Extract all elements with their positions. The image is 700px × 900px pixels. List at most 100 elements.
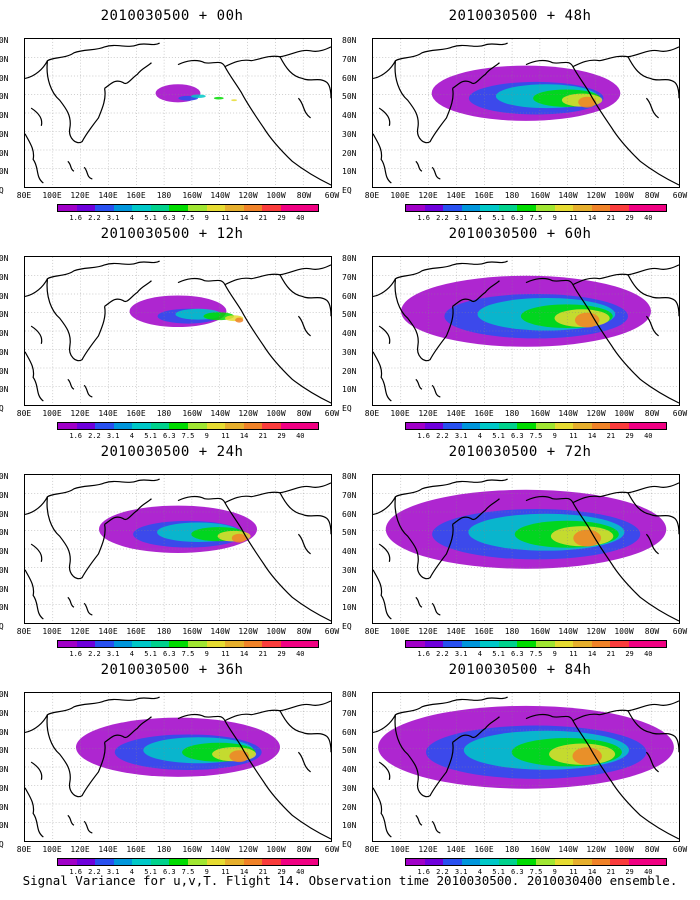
lat-label: 60N xyxy=(0,291,9,301)
colorbar-label: 14 xyxy=(587,650,597,658)
map-canvas xyxy=(25,693,331,841)
panel-title: 2010030500 + 12h xyxy=(100,226,244,242)
map-frame xyxy=(24,38,332,188)
lon-label: 160W xyxy=(182,627,202,636)
colorbar-label: 3.1 xyxy=(454,650,468,658)
colorbar-label: 11 xyxy=(569,432,578,440)
map-canvas xyxy=(25,39,331,187)
map-frame xyxy=(372,256,680,406)
colorbar-label: 1.6 xyxy=(417,868,431,876)
colorbar-swatch xyxy=(95,423,114,429)
lat-label: 80N xyxy=(342,472,357,481)
lon-label: 160W xyxy=(530,627,550,636)
lat-label: 30N xyxy=(342,129,357,139)
lon-label: 60W xyxy=(324,409,340,418)
map-panel: 2010030500 + 84h 80N 70N 60N 50N 40N 30N 20N 10N… xyxy=(342,662,690,876)
lon-label: 160W xyxy=(530,409,550,418)
colorbar-swatch xyxy=(58,641,77,647)
lat-label: 50N xyxy=(342,746,357,756)
colorbar xyxy=(405,204,667,212)
lon-label: 80E xyxy=(16,191,32,200)
colorbar-swatch xyxy=(206,859,226,865)
colorbar-swatch xyxy=(591,205,611,211)
lon-label: 160E xyxy=(474,627,494,636)
colorbar-label: 14 xyxy=(239,432,249,440)
lat-label: 30N xyxy=(0,565,9,575)
colorbar-swatch xyxy=(498,205,518,211)
lon-label: 80E xyxy=(16,627,32,636)
colorbar-swatch xyxy=(461,859,481,865)
lon-label: 180 xyxy=(156,409,172,418)
colorbar-label: 5.1 xyxy=(492,214,505,222)
colorbar-label: 29 xyxy=(277,868,286,876)
colorbar-label: 7.5 xyxy=(529,868,543,876)
colorbar-swatch xyxy=(76,205,96,211)
lat-label: 10N xyxy=(0,821,9,831)
variance-field xyxy=(385,489,667,569)
colorbar-label: 9 xyxy=(552,868,557,876)
colorbar-swatch xyxy=(280,859,300,865)
lon-label: 100W xyxy=(266,627,286,636)
lat-label: 50N xyxy=(342,92,357,102)
lat-label: 60N xyxy=(0,509,9,519)
colorbar-swatch xyxy=(188,205,207,211)
colorbar-label: 7.5 xyxy=(181,214,195,222)
colorbar-swatch xyxy=(299,641,319,647)
colorbar-label: 1.6 xyxy=(417,432,431,440)
colorbar-swatch xyxy=(554,859,574,865)
lon-label: 160E xyxy=(126,627,146,636)
lon-label: 140W xyxy=(558,409,578,418)
colorbar-label: 21 xyxy=(258,650,268,658)
colorbar-label: 21 xyxy=(606,432,616,440)
colorbar-swatch xyxy=(132,423,151,429)
colorbar-swatch xyxy=(424,859,444,865)
colorbar-swatch xyxy=(443,205,462,211)
panel-title: 2010030500 + 24h xyxy=(100,444,244,460)
colorbar-swatch xyxy=(554,423,574,429)
colorbar-swatch xyxy=(554,205,574,211)
colorbar-label: 1.6 xyxy=(69,432,83,440)
colorbar-swatch xyxy=(628,423,648,429)
lon-label: 100W xyxy=(266,845,286,854)
lon-label: 160E xyxy=(126,845,146,854)
colorbar-swatch xyxy=(573,205,592,211)
lat-label: 40N xyxy=(0,111,9,120)
colorbar-swatch xyxy=(647,641,667,647)
map-frame xyxy=(24,692,332,842)
colorbar-label: 2.2 xyxy=(436,214,449,222)
colorbar-swatch xyxy=(95,205,114,211)
map-panel: 2010030500 + 24h 80N 70N 60N 50N 40N 30N 20N 10N… xyxy=(0,444,342,658)
lat-label: 80N xyxy=(342,36,357,45)
lat-label: 60N xyxy=(0,73,9,83)
variance-field xyxy=(129,295,244,328)
colorbar-label: 6.3 xyxy=(510,868,524,876)
lat-label: 30N xyxy=(0,347,9,357)
lat-label: 10N xyxy=(342,821,357,831)
colorbar-swatch xyxy=(628,641,648,647)
lat-label: 20N xyxy=(342,584,357,594)
lat-label: 70N xyxy=(342,490,357,500)
lon-label: 120W xyxy=(586,627,606,636)
lat-label: 20N xyxy=(0,584,9,594)
colorbar-swatch xyxy=(280,205,300,211)
colorbar-label: 29 xyxy=(277,650,286,658)
colorbar-swatch xyxy=(206,205,226,211)
lon-label: 180 xyxy=(504,627,520,636)
colorbar-label: 6.3 xyxy=(162,650,176,658)
lon-label: 120W xyxy=(238,191,258,200)
lon-label: 140W xyxy=(558,191,578,200)
lon-label: 100E xyxy=(390,845,410,854)
colorbar-label: 1.6 xyxy=(69,650,83,658)
colorbar-swatch xyxy=(225,641,244,647)
lat-label: 10N xyxy=(342,385,357,395)
lat-label: EQ xyxy=(342,404,352,413)
coastlines xyxy=(25,42,331,186)
colorbar-label: 4 xyxy=(477,214,482,222)
colorbar-swatch xyxy=(461,423,481,429)
lon-label: 100E xyxy=(42,409,62,418)
lon-label: 80E xyxy=(16,845,32,854)
colorbar-swatch xyxy=(76,859,96,865)
lat-label: 10N xyxy=(342,167,357,177)
colorbar-swatch xyxy=(480,423,499,429)
colorbar-swatch xyxy=(76,423,96,429)
